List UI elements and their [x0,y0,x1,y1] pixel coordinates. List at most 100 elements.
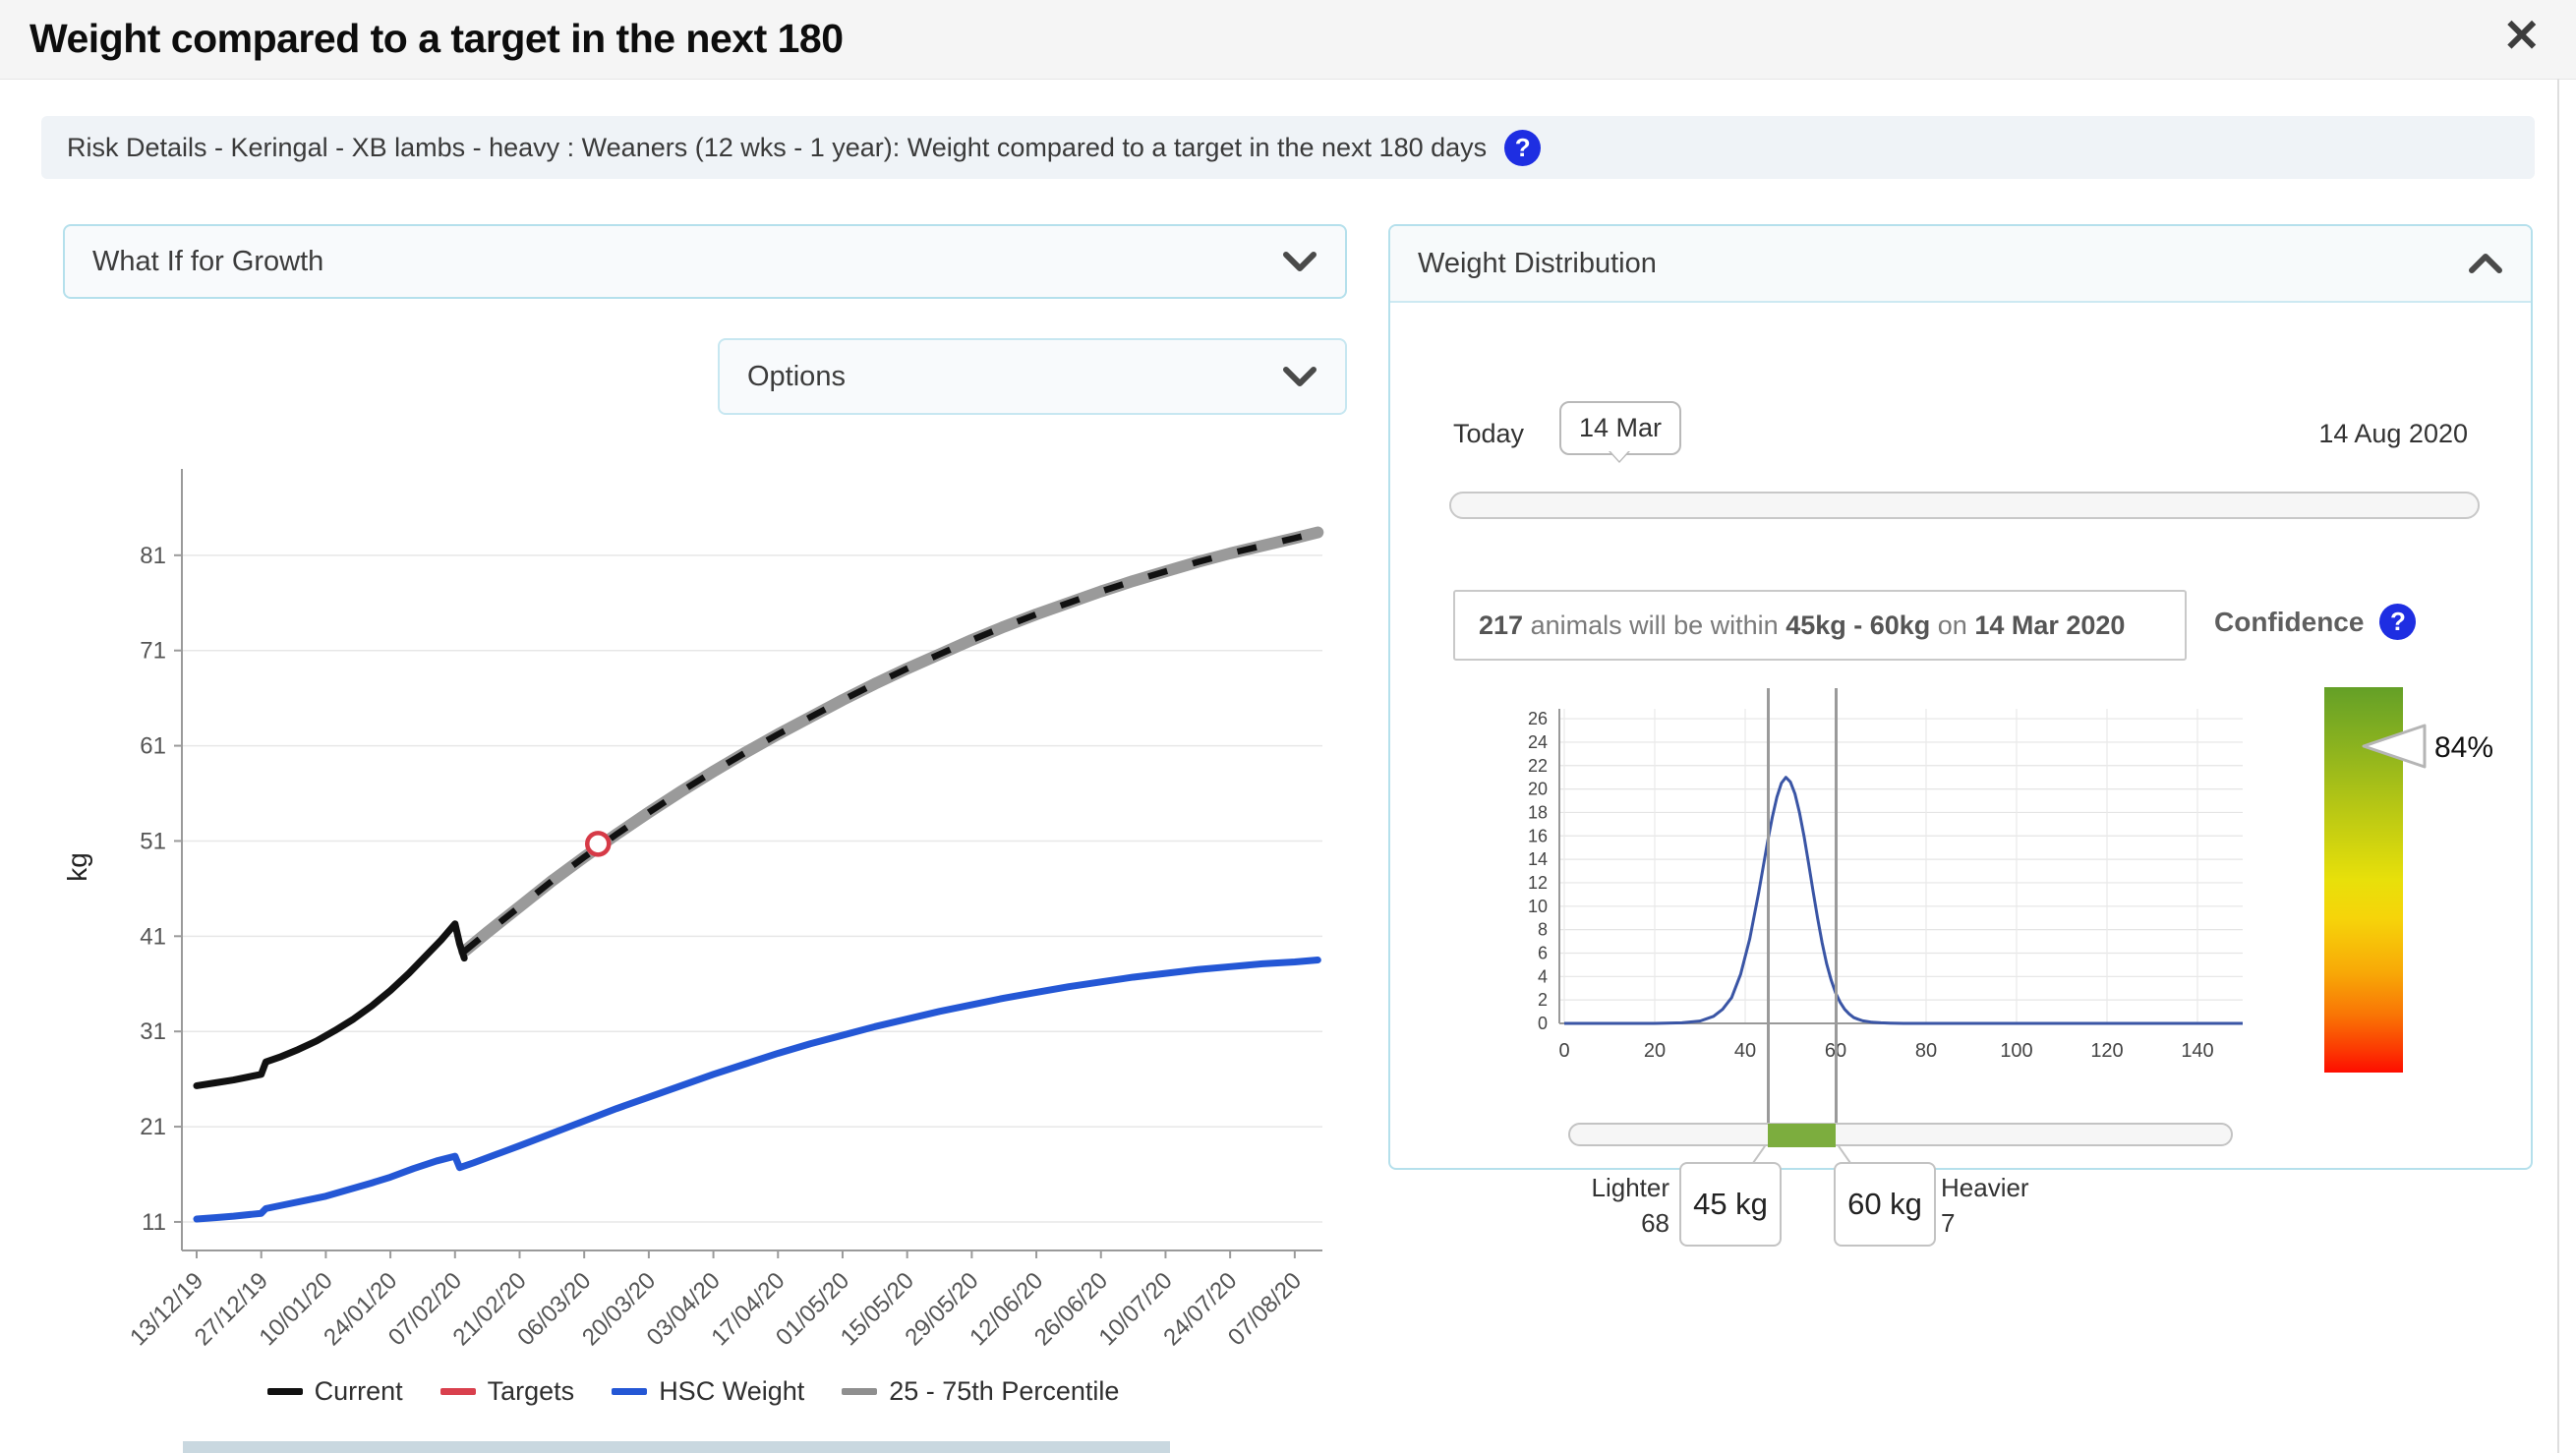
summary-count: 217 [1479,610,1524,640]
breadcrumb-help-icon[interactable]: ? [1504,129,1542,166]
upper-bound-value-box[interactable]: 60 kg [1834,1162,1936,1247]
series [193,526,1324,1223]
series-current [193,920,468,1089]
today-label: Today [1453,419,1525,448]
svg-text:81: 81 [140,543,166,569]
grid [1559,709,2243,1024]
upper-bound-marker-line [1835,688,1838,1140]
svg-text:0: 0 [1538,1014,1548,1033]
weight-distribution-panel: Weight Distribution Today 14 Mar 14 Aug … [1388,224,2533,1247]
legend-item: 25 - 75th Percentile [842,1376,1119,1407]
options-label: Options [747,360,846,392]
svg-text:140: 140 [2181,1040,2213,1062]
chevron-down-icon [1283,252,1317,271]
series-hsc-weight [193,957,1321,1223]
svg-text:51: 51 [140,828,166,854]
svg-text:14: 14 [1528,849,1548,869]
svg-text:41: 41 [140,923,166,950]
heavier-summary: Heavier 7 [1941,1170,2078,1241]
chevron-down-icon [1283,367,1317,386]
confidence-value: 84% [2434,731,2494,764]
svg-text:21: 21 [140,1114,166,1140]
svg-text:24: 24 [1528,732,1548,752]
legend-label: HSC Weight [659,1376,805,1406]
close-icon[interactable]: ✕ [2502,10,2541,61]
svg-text:71: 71 [140,638,166,665]
percentile-band [458,526,1324,958]
svg-text:61: 61 [140,733,166,760]
weight-range-slider[interactable] [1568,1123,2233,1146]
confidence-label: Confidence [2214,606,2365,637]
svg-text:12: 12 [1528,873,1548,893]
svg-text:18: 18 [1528,802,1548,822]
lighter-label: Lighter [1591,1173,1670,1202]
what-if-label: What If for Growth [92,245,324,277]
breadcrumb-text: Risk Details - Keringal - XB lambs - hea… [67,132,1488,162]
what-if-for-growth-header[interactable]: What If for Growth [63,224,1347,299]
growth-chart: 11 21 31 41 51 61 71 81 kg 13/12/1927/12/1910/01/… [62,469,1324,1351]
svg-text:11: 11 [142,1209,166,1236]
lighter-summary: Lighter 68 [1538,1170,1670,1241]
svg-text:16: 16 [1528,826,1548,845]
lighter-count: 68 [1641,1208,1669,1238]
svg-text:40: 40 [1734,1040,1756,1062]
legend-item: Current [266,1376,403,1407]
svg-text:20: 20 [1528,780,1548,799]
weight-range-selected-segment[interactable] [1768,1124,1836,1147]
legend-swatch [612,1388,648,1395]
svg-text:26: 26 [1528,709,1548,728]
weight-distribution-body: Today 14 Mar 14 Aug 2020 217 animals wil… [1390,303,2531,1247]
legend-item: HSC Weight [612,1376,804,1407]
axes [181,469,1322,1251]
today-date-tooltip: 14 Mar [1559,401,1682,463]
confidence-pointer-icon [2362,724,2427,769]
summary-date: 14 Mar 2020 [1974,610,2126,640]
bottom-scroll-strip[interactable] [183,1441,1170,1453]
legend-label: 25 - 75th Percentile [889,1376,1120,1406]
legend-label: Current [314,1376,403,1406]
lower-bound-marker-line [1767,688,1770,1140]
distribution-chart: 0246810121416182022242602040608010012014… [1528,709,2243,1062]
target-point [585,831,612,857]
svg-text:31: 31 [140,1018,166,1045]
x-tick-labels: 13/12/1927/12/1910/01/2024/01/2007/02/20… [125,1250,1307,1351]
projected-current-line [462,529,1319,955]
date-slider[interactable] [1449,492,2480,519]
chart-legend: Current Targets HSC Weight 25 - 75th Percen… [29,1376,1357,1407]
svg-text:6: 6 [1538,943,1548,962]
summary-box: 217 animals will be within 45kg - 60kg o… [1453,590,2187,661]
legend-swatch [842,1388,878,1395]
lower-bound-value-box[interactable]: 45 kg [1679,1162,1782,1247]
legend-swatch [266,1388,303,1395]
summary-text2: on [1930,610,1975,640]
weight-distribution-header[interactable]: Weight Distribution [1390,226,2531,303]
chevron-up-icon [2469,254,2502,273]
options-dropdown[interactable]: Options [718,338,1347,415]
svg-text:80: 80 [1915,1040,1937,1062]
y-axis-label: kg [62,852,92,882]
title-bar: Weight compared to a target in the next … [0,0,2576,80]
legend-item: Targets [439,1376,575,1407]
svg-text:0: 0 [1558,1040,1569,1062]
confidence-help-icon[interactable]: ? [2379,604,2417,640]
svg-text:4: 4 [1538,966,1548,986]
x-tick-labels: 020406080100120140 [1558,1040,2213,1062]
end-date-label: 14 Aug 2020 [2318,419,2468,448]
legend-label: Targets [487,1376,575,1406]
heavier-count: 7 [1941,1208,1956,1238]
svg-text:10: 10 [1528,897,1548,916]
svg-text:120: 120 [2090,1040,2123,1062]
confidence-section: Confidence ? [2214,604,2417,640]
page-title: Weight compared to a target in the next … [29,16,844,61]
svg-text:8: 8 [1538,920,1548,940]
svg-text:100: 100 [2000,1040,2032,1062]
legend-swatch [439,1388,476,1395]
svg-text:22: 22 [1528,756,1548,776]
right-scrollbar-line[interactable] [2557,79,2559,1453]
weight-distribution-label: Weight Distribution [1418,247,1657,279]
y-tick-labels: 11 21 31 41 51 61 71 81 [140,543,182,1236]
grid [182,554,1322,1223]
summary-text1: animals will be within [1523,610,1786,640]
